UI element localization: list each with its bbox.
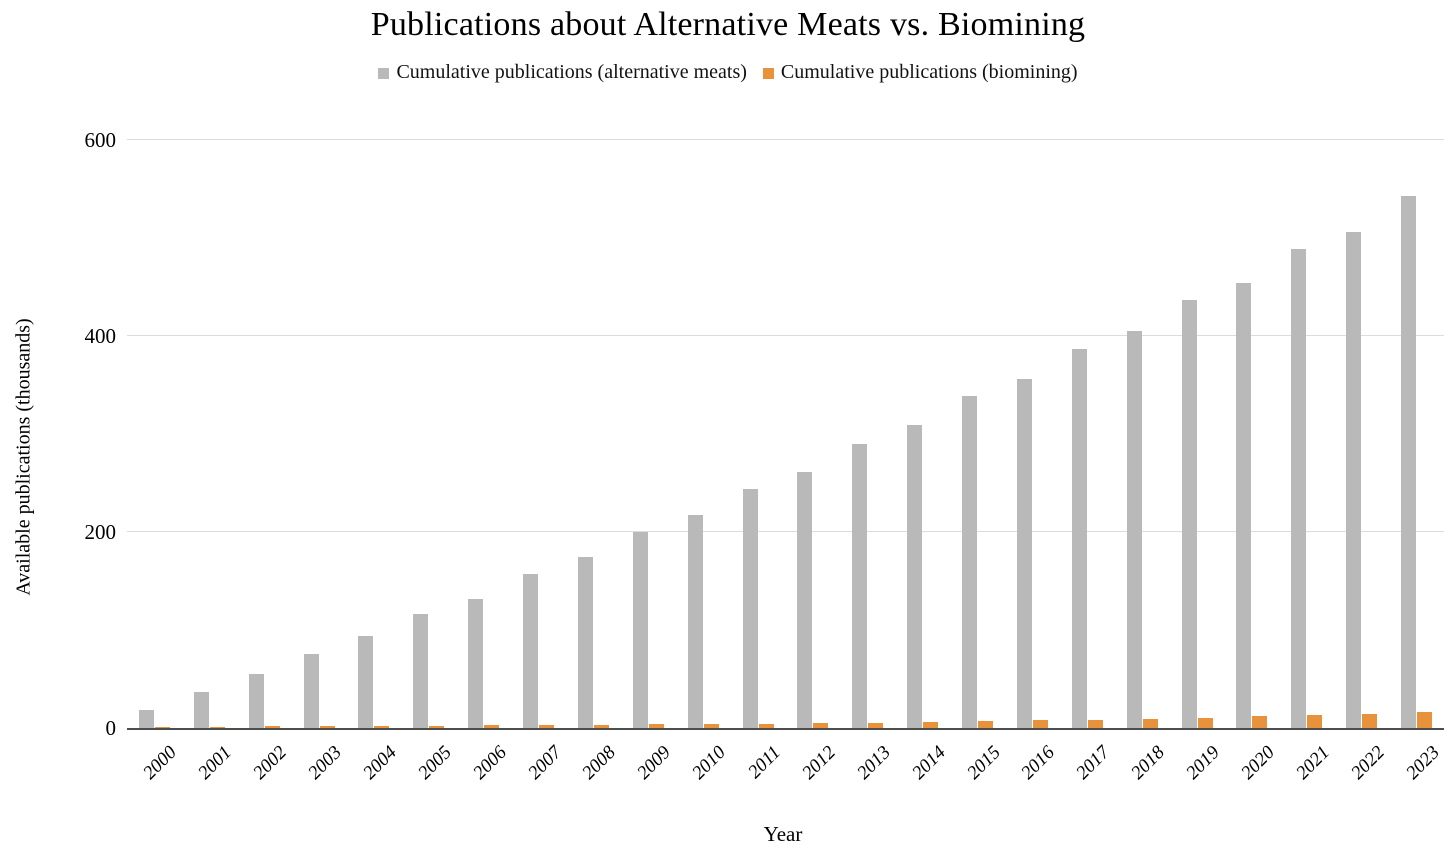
bar-alternative-meats-2012 bbox=[797, 472, 813, 728]
x-tick-label-2021: 2021 bbox=[1291, 742, 1334, 784]
bar-biomining-2018 bbox=[1142, 718, 1158, 728]
x-tick-label-2018: 2018 bbox=[1127, 742, 1170, 784]
gridline-y-400 bbox=[127, 335, 1444, 336]
legend-label-biomining: Cumulative publications (biomining) bbox=[780, 61, 1078, 83]
y-axis-title: Available publications (thousands) bbox=[12, 318, 35, 596]
x-tick-label-2001: 2001 bbox=[194, 742, 237, 784]
bar-biomining-2023 bbox=[1417, 712, 1433, 728]
bar-alternative-meats-2008 bbox=[577, 557, 593, 728]
bar-alternative-meats-2011 bbox=[742, 488, 758, 728]
bar-alternative-meats-2020 bbox=[1236, 283, 1252, 728]
bar-alternative-meats-2002 bbox=[248, 674, 264, 728]
bar-alternative-meats-2007 bbox=[523, 574, 539, 728]
bar-biomining-2008 bbox=[593, 724, 609, 728]
legend-swatch-biomining-icon bbox=[762, 68, 774, 79]
x-tick-label-2016: 2016 bbox=[1017, 742, 1060, 784]
bar-alternative-meats-2014 bbox=[907, 425, 923, 728]
chart-title: Publications about Alternative Meats vs.… bbox=[370, 6, 1086, 43]
gridline-y-600 bbox=[127, 139, 1444, 140]
x-tick-label-2014: 2014 bbox=[907, 742, 950, 784]
bar-biomining-2020 bbox=[1252, 716, 1268, 728]
bar-biomining-2010 bbox=[703, 724, 719, 728]
bar-alternative-meats-2018 bbox=[1126, 331, 1142, 728]
x-tick-label-2002: 2002 bbox=[249, 742, 292, 784]
x-tick-label-2020: 2020 bbox=[1237, 742, 1279, 784]
y-tick-label-400: 400 bbox=[84, 324, 117, 348]
bar-biomining-2003 bbox=[319, 726, 335, 728]
bar-alternative-meats-2021 bbox=[1291, 248, 1307, 728]
x-tick-label-2019: 2019 bbox=[1182, 742, 1224, 784]
x-tick-label-2012: 2012 bbox=[798, 742, 840, 784]
x-tick-label-2023: 2023 bbox=[1401, 742, 1444, 784]
bar-alternative-meats-2023 bbox=[1401, 195, 1417, 728]
x-tick-label-2008: 2008 bbox=[578, 742, 621, 784]
bar-alternative-meats-2005 bbox=[413, 614, 429, 728]
bar-biomining-2004 bbox=[374, 725, 390, 728]
y-tick-label-0: 0 bbox=[105, 716, 117, 740]
x-axis-title: Year bbox=[763, 822, 803, 846]
bar-alternative-meats-2003 bbox=[303, 653, 319, 728]
bar-biomining-2016 bbox=[1032, 720, 1048, 728]
x-tick-label-2004: 2004 bbox=[359, 742, 401, 784]
bar-alternative-meats-2013 bbox=[852, 443, 868, 728]
bar-biomining-2021 bbox=[1307, 715, 1323, 728]
bar-alternative-meats-2004 bbox=[358, 635, 374, 728]
bar-biomining-2011 bbox=[758, 723, 774, 728]
y-tick-label-200: 200 bbox=[84, 520, 117, 544]
gridline-y-200 bbox=[127, 531, 1444, 532]
x-tick-label-2010: 2010 bbox=[688, 742, 731, 784]
bar-biomining-2007 bbox=[539, 725, 555, 728]
bar-biomining-2022 bbox=[1362, 713, 1378, 728]
bar-alternative-meats-2001 bbox=[193, 691, 209, 728]
x-tick-label-2003: 2003 bbox=[304, 742, 346, 784]
bar-alternative-meats-2017 bbox=[1071, 348, 1087, 728]
bar-alternative-meats-2019 bbox=[1181, 299, 1197, 728]
bar-biomining-2013 bbox=[868, 722, 884, 728]
bar-biomining-2012 bbox=[813, 723, 829, 728]
y-tick-label-600: 600 bbox=[84, 128, 117, 152]
bar-biomining-2000 bbox=[154, 727, 170, 728]
x-tick-label-2017: 2017 bbox=[1072, 742, 1115, 784]
bar-alternative-meats-2016 bbox=[1016, 379, 1032, 728]
x-tick-label-2000: 2000 bbox=[139, 742, 182, 784]
x-tick-label-2009: 2009 bbox=[633, 742, 676, 784]
bar-alternative-meats-2015 bbox=[962, 395, 978, 728]
bar-alternative-meats-2006 bbox=[468, 598, 484, 728]
bar-biomining-2001 bbox=[209, 726, 225, 728]
bar-alternative-meats-2000 bbox=[138, 710, 154, 728]
x-tick-label-2007: 2007 bbox=[523, 742, 566, 784]
x-tick-label-2011: 2011 bbox=[744, 742, 785, 783]
legend-item-alternative-meats: Cumulative publications (alternative mea… bbox=[378, 61, 747, 84]
bar-biomining-2009 bbox=[648, 724, 664, 728]
legend-label-alternative-meats: Cumulative publications (alternative mea… bbox=[396, 61, 747, 83]
bar-biomining-2014 bbox=[923, 722, 939, 728]
x-tick-label-2022: 2022 bbox=[1346, 742, 1389, 784]
bar-alternative-meats-2022 bbox=[1346, 232, 1362, 728]
bar-biomining-2005 bbox=[429, 725, 445, 728]
x-tick-label-2013: 2013 bbox=[852, 742, 895, 784]
x-tick-label-2015: 2015 bbox=[962, 742, 1005, 784]
x-tick-label-2006: 2006 bbox=[468, 742, 511, 784]
plot-area bbox=[127, 139, 1444, 730]
bar-biomining-2006 bbox=[484, 725, 500, 728]
bar-alternative-meats-2010 bbox=[687, 515, 703, 728]
legend-swatch-alternative-meats-icon bbox=[378, 68, 390, 79]
bar-alternative-meats-2009 bbox=[632, 532, 648, 728]
x-tick-label-2005: 2005 bbox=[413, 742, 456, 784]
bar-biomining-2015 bbox=[978, 721, 994, 728]
bar-biomining-2002 bbox=[264, 726, 280, 728]
legend: Cumulative publications (alternative mea… bbox=[0, 61, 1456, 84]
legend-item-biomining: Cumulative publications (biomining) bbox=[762, 61, 1078, 84]
bar-biomining-2019 bbox=[1197, 717, 1213, 728]
bar-biomining-2017 bbox=[1087, 719, 1103, 728]
